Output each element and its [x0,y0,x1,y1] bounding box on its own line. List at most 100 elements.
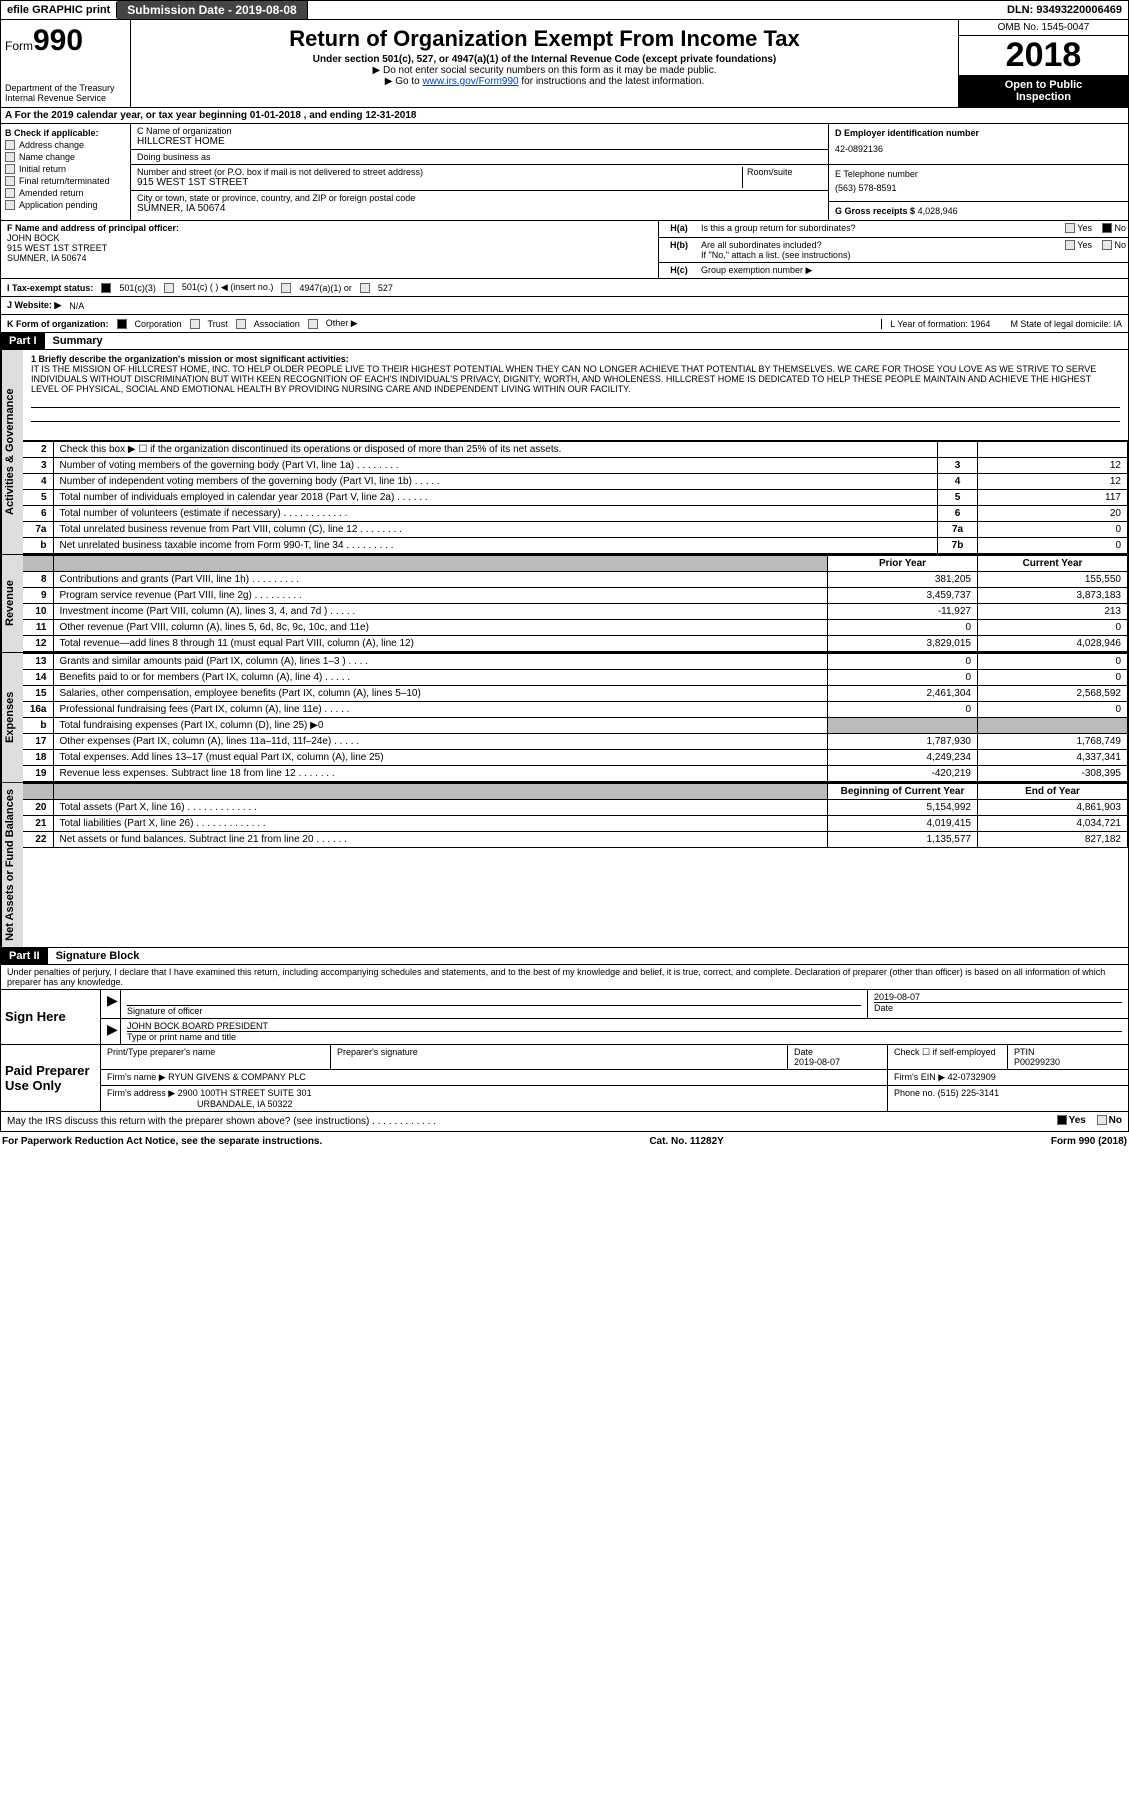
firm-addr1: 2900 100TH STREET SUITE 301 [178,1088,312,1098]
line-num: 8 [23,572,53,588]
prior-val: 0 [828,670,978,686]
org-name: HILLCREST HOME [137,136,822,147]
blank [53,784,828,800]
rule-line [31,412,1120,422]
line-box: 5 [938,490,978,506]
checkbox-checked-icon[interactable] [101,283,111,293]
firm-addr-label: Firm's address ▶ [107,1088,175,1098]
line-num: 12 [23,636,53,652]
check-amended: Amended return [5,188,126,198]
firm-phone: (515) 225-3141 [938,1088,1000,1098]
line-num: 17 [23,734,53,750]
block-f: F Name and address of principal officer:… [1,221,658,278]
firm-ein: 42-0732909 [948,1072,996,1082]
footer-mid: Cat. No. 11282Y [649,1136,723,1147]
table-row: 10Investment income (Part VIII, column (… [23,604,1128,620]
korg-lead: K Form of organization: [7,319,109,329]
dln: DLN: 93493220006469 [1001,2,1128,18]
check-final-return: Final return/terminated [5,176,126,186]
checkbox-icon[interactable] [190,319,200,329]
prior-val: 4,249,234 [828,750,978,766]
checkbox-icon[interactable] [236,319,246,329]
end-val: 827,182 [978,832,1128,848]
status-501c: 501(c) ( ) ◀ (insert no.) [182,282,273,293]
table-row: 4Number of independent voting members of… [23,474,1128,490]
dba-row: Doing business as [131,150,828,165]
line-num: 14 [23,670,53,686]
prior-val: -11,927 [828,604,978,620]
line-num: 16a [23,702,53,718]
current-val [978,718,1128,734]
f-label: F Name and address of principal officer: [7,223,652,233]
block-b: B Check if applicable: Address change Na… [1,124,131,220]
table-row: 15Salaries, other compensation, employee… [23,686,1128,702]
line-desc: Revenue less expenses. Subtract line 18 … [53,766,828,782]
block-h: H(a) Is this a group return for subordin… [658,221,1128,278]
officer-addr2: SUMNER, IA 50674 [7,253,652,263]
ha-q: Is this a group return for subordinates? [699,221,988,237]
line-desc: Contributions and grants (Part VIII, lin… [53,572,828,588]
table-row: 2Check this box ▶ ☐ if the organization … [23,442,1128,458]
checkbox-icon[interactable] [308,319,318,329]
block-deg: D Employer identification number 42-0892… [828,124,1128,220]
current-val: 0 [978,670,1128,686]
line-num: 4 [23,474,53,490]
form990-link[interactable]: www.irs.gov/Form990 [422,76,518,87]
table-row: 7aTotal unrelated business revenue from … [23,522,1128,538]
checkbox-icon[interactable] [1097,1115,1107,1125]
line-desc: Program service revenue (Part VIII, line… [53,588,828,604]
identity-block: B Check if applicable: Address change Na… [0,124,1129,221]
part1-tag: Part I [1,333,45,349]
line-desc: Number of voting members of the governin… [53,458,938,474]
checkbox-icon[interactable] [360,283,370,293]
prior-val: 0 [828,654,978,670]
line-num: 13 [23,654,53,670]
table-row: bNet unrelated business taxable income f… [23,538,1128,554]
form-note-1: ▶ Do not enter social security numbers o… [139,65,950,76]
signature-block: Under penalties of perjury, I declare th… [0,965,1129,1112]
checkbox-checked-icon[interactable] [117,319,127,329]
org-name-row: C Name of organization HILLCREST HOME [131,124,828,150]
form-title: Return of Organization Exempt From Incom… [139,26,950,52]
checkbox-icon[interactable] [5,140,15,150]
officer-sig-label: Signature of officer [127,1006,861,1016]
checkbox-icon[interactable] [281,283,291,293]
sign-here-label: Sign Here [1,990,101,1044]
mission-block: 1 Briefly describe the organization's mi… [23,350,1128,441]
vtab-governance: Activities & Governance [1,350,23,554]
checkbox-icon[interactable] [1065,223,1075,233]
checkbox-checked-icon[interactable] [1102,223,1112,233]
table-row: 22Net assets or fund balances. Subtract … [23,832,1128,848]
gross-cell: G Gross receipts $ 4,028,946 [829,202,1128,220]
table-row: 3Number of voting members of the governi… [23,458,1128,474]
table-row: 6Total number of volunteers (estimate if… [23,506,1128,522]
checkbox-icon[interactable] [1065,240,1075,250]
table-row: 18Total expenses. Add lines 13–17 (must … [23,750,1128,766]
checkbox-icon[interactable] [5,164,15,174]
checkbox-icon[interactable] [5,200,15,210]
table-row: 12Total revenue—add lines 8 through 11 (… [23,636,1128,652]
checkbox-icon[interactable] [164,283,174,293]
prep-sig-cell: Preparer's signature [331,1045,788,1069]
prep-check-label: Check ☐ if self-employed [894,1047,1001,1058]
checkbox-icon[interactable] [5,152,15,162]
revenue-block: Revenue Prior YearCurrent Year8Contribut… [0,555,1129,653]
line-num: 19 [23,766,53,782]
current-val: 4,337,341 [978,750,1128,766]
prior-val: 1,787,930 [828,734,978,750]
firm-name: RYUN GIVENS & COMPANY PLC [168,1072,306,1082]
checkbox-icon[interactable] [5,188,15,198]
line-desc: Grants and similar amounts paid (Part IX… [53,654,828,670]
dba-label: Doing business as [137,152,822,162]
status-527: 527 [378,283,393,293]
table-row: 17Other expenses (Part IX, column (A), l… [23,734,1128,750]
checkbox-icon[interactable] [1102,240,1112,250]
irs-label: Internal Revenue Service [5,93,126,103]
checkbox-icon[interactable] [5,176,15,186]
header-right: OMB No. 1545-0047 2018 Open to Public In… [958,20,1128,107]
firm-phone-cell: Phone no. (515) 225-3141 [888,1086,1128,1111]
ptin-label: PTIN [1014,1047,1122,1057]
phone-cell: E Telephone number (563) 578-8591 [829,165,1128,202]
line-box: 6 [938,506,978,522]
checkbox-checked-icon[interactable] [1057,1115,1067,1125]
